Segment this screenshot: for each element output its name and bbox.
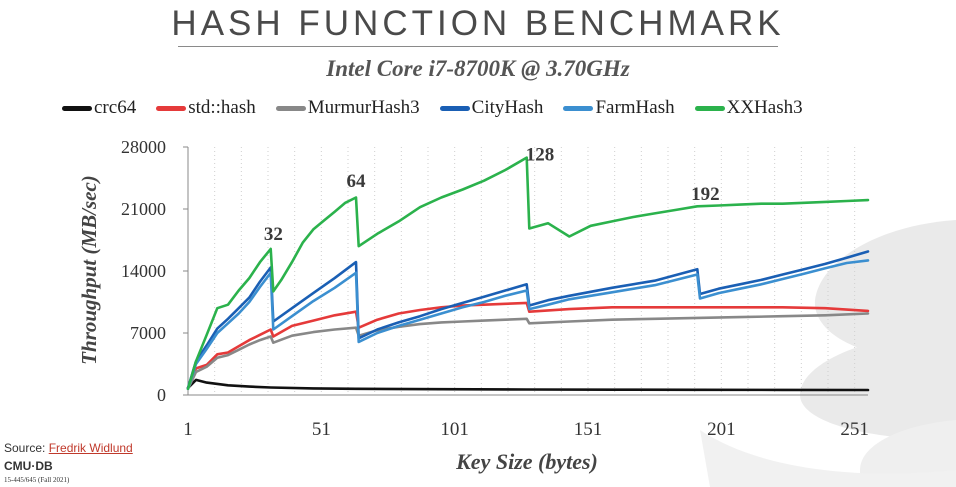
slide-title: HASH FUNCTION BENCHMARK [171, 4, 785, 43]
source-credit: Source: Fredrik Widlund [4, 441, 133, 455]
y-axis-title: Throughput (MB/sec) [77, 175, 101, 365]
legend-item: std::hash [156, 97, 256, 119]
source-link[interactable]: Fredrik Widlund [48, 441, 133, 455]
legend-label: FarmHash [595, 97, 675, 118]
x-tick-label: 51 [312, 419, 331, 440]
course-label: 15-445/645 (Fall 2021) [4, 476, 70, 484]
series-line-std-hash [186, 301, 870, 390]
x-tick-label: 1 [183, 419, 193, 440]
legend-label: XXHash3 [726, 97, 803, 118]
source-prefix: Source: [4, 441, 49, 455]
legend-label: crc64 [94, 97, 137, 118]
x-tick-label: 151 [574, 419, 603, 440]
legend-swatch [439, 105, 470, 111]
legend-swatch [275, 105, 306, 111]
y-tick-label: 14000 [121, 261, 166, 281]
legend-item: MurmurHash3 [275, 97, 420, 119]
annotation-label: 128 [526, 144, 555, 165]
x-tick-label: 201 [707, 419, 736, 440]
series-line-farmhash [186, 259, 870, 391]
legend-item: crc64 [62, 97, 136, 119]
legend-item: XXHash3 [694, 97, 803, 119]
legend-swatch [156, 105, 187, 111]
annotation-label: 32 [264, 224, 283, 245]
legend-label: CityHash [471, 97, 544, 118]
legend-item: FarmHash [563, 97, 675, 119]
legend-swatch [694, 105, 725, 111]
annotation-label: 192 [691, 184, 720, 205]
legend-swatch [62, 105, 92, 111]
legend-swatch [563, 105, 594, 111]
annotation-label: 64 [347, 171, 367, 192]
x-axis-title: Key Size (bytes) [455, 449, 598, 474]
legend-label: MurmurHash3 [307, 97, 420, 118]
x-tick-label: 251 [840, 419, 869, 440]
legend-item: CityHash [439, 97, 544, 119]
y-tick-label: 21000 [121, 199, 166, 219]
cmu-db-logo: CMU·DB [4, 459, 53, 473]
series-line-cityhash [186, 250, 870, 390]
legend-label: std::hash [188, 97, 256, 118]
x-tick-label: 101 [440, 419, 469, 440]
chart-legend: crc64 std::hash MurmurHash3 CityHash FarmHas… [62, 96, 823, 120]
chart-subtitle: Intel Core i7-8700K @ 3.70GHz [326, 56, 630, 81]
series-line-crc64 [186, 378, 870, 392]
series-line-murmurhash3 [186, 312, 870, 391]
y-tick-label: 28000 [121, 137, 166, 157]
watermark-logo [700, 220, 956, 487]
series-line-xxhash3 [186, 156, 870, 391]
y-tick-label: 7000 [130, 323, 166, 343]
title-divider [178, 46, 778, 47]
y-tick-label: 0 [157, 385, 166, 405]
